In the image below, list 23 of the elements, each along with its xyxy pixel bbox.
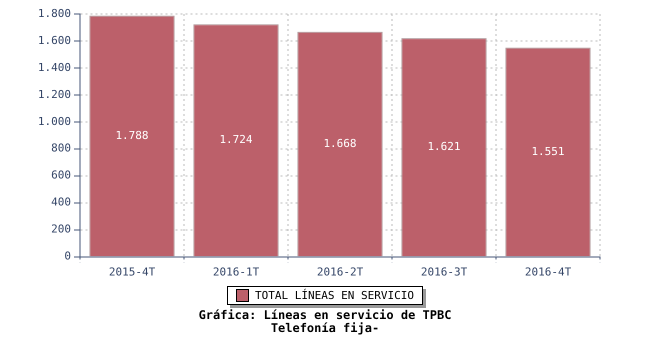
y-tick-label: 1.400 <box>38 60 71 74</box>
y-tick-label: 200 <box>51 222 71 236</box>
y-tick-label: 0 <box>64 250 71 263</box>
x-tick-label: 2016-2T <box>316 265 364 278</box>
data-label: 1.668 <box>323 136 357 150</box>
y-tick-label: 800 <box>51 142 71 155</box>
x-tick-label: 2016-1T <box>212 265 260 278</box>
y-tick-label: 400 <box>51 196 71 209</box>
y-tick-label: 1.800 <box>38 6 71 20</box>
x-tick-label: 2016-3T <box>420 265 468 278</box>
data-label: 1.788 <box>115 128 149 142</box>
data-label: 1.621 <box>427 140 461 154</box>
text: Telefonía fija- <box>270 321 380 335</box>
y-tick-label: 600 <box>51 168 71 182</box>
y-tick-label: 1.200 <box>38 88 71 101</box>
y-tick-label: 1.600 <box>38 34 71 47</box>
y-tick-label: 1.000 <box>38 114 71 128</box>
x-tick-label: 2016-4T <box>524 265 572 278</box>
data-label: 1.551 <box>531 144 565 158</box>
data-label: 1.724 <box>219 133 253 146</box>
text: TOTAL LÍNEAS EN SERVICIO <box>255 289 414 302</box>
text: Gráfica: Líneas en servicio de TPBC <box>198 308 452 322</box>
x-tick-label: 2015-4T <box>108 265 156 278</box>
